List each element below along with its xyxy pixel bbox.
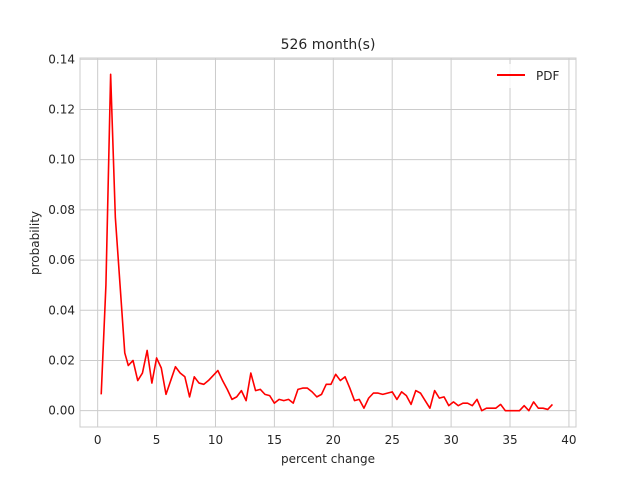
series-line-pdf bbox=[100, 73, 554, 412]
x-tick-label: 35 bbox=[502, 433, 517, 447]
x-tick-label: 40 bbox=[561, 433, 576, 447]
y-tick-label: 0.04 bbox=[48, 303, 75, 317]
y-tick-label: 0.08 bbox=[48, 203, 75, 217]
plot-area bbox=[80, 58, 576, 427]
plot-border bbox=[79, 57, 577, 428]
x-tick-label: 25 bbox=[385, 433, 400, 447]
plot-background bbox=[80, 58, 576, 427]
x-tick-label: 10 bbox=[208, 433, 223, 447]
series-layer bbox=[100, 73, 554, 412]
y-axis: 0.00 0.02 0.04 0.06 0.08 0.10 0.12 0.14 bbox=[48, 52, 75, 417]
x-tick-label: 20 bbox=[326, 433, 341, 447]
y-axis-label: probability bbox=[28, 211, 42, 275]
y-tick-label: 0.10 bbox=[48, 153, 75, 167]
y-tick-label: 0.02 bbox=[48, 353, 75, 367]
y-tick-label: 0.12 bbox=[48, 102, 75, 116]
x-tick-label: 15 bbox=[267, 433, 282, 447]
plot-frame bbox=[79, 57, 577, 428]
y-tick-label: 0.00 bbox=[48, 404, 75, 418]
x-tick-label: 30 bbox=[443, 433, 458, 447]
chart-title: 526 month(s) bbox=[281, 37, 376, 53]
y-tick-label: 0.14 bbox=[48, 52, 75, 66]
legend: PDF bbox=[488, 64, 568, 88]
y-tick-label: 0.06 bbox=[48, 253, 75, 267]
x-tick-label: 5 bbox=[153, 433, 161, 447]
grid bbox=[80, 58, 576, 427]
x-tick-label: 0 bbox=[94, 433, 102, 447]
x-axis-label: percent change bbox=[281, 452, 375, 466]
x-axis: 0 5 10 15 20 25 30 35 40 bbox=[94, 433, 577, 447]
legend-label-pdf: PDF bbox=[536, 69, 559, 83]
